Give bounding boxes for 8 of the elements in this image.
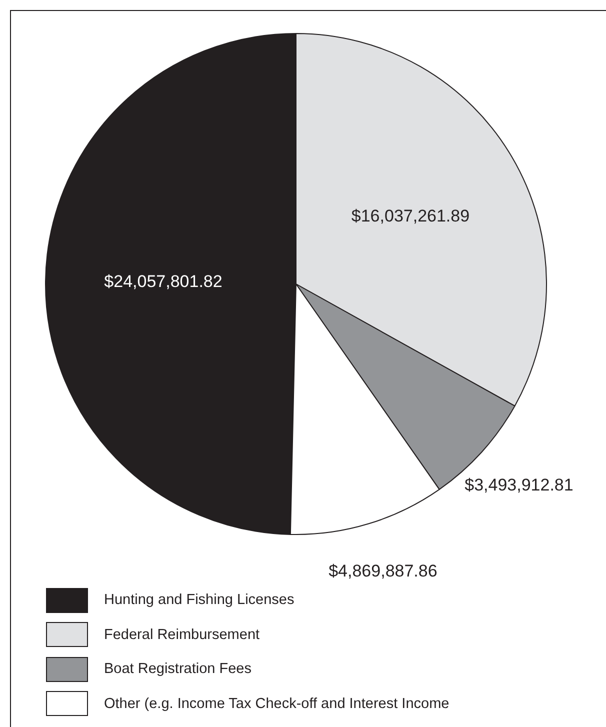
legend-label: Other (e.g. Income Tax Check-off and Interest Income: [104, 696, 450, 712]
legend-label: Boat Registration Fees: [104, 661, 252, 678]
data-label: $4,869,887.86: [328, 561, 438, 580]
legend-label: Hunting and Fishing Licenses: [104, 592, 294, 608]
data-label: $16,037,261.89: [351, 206, 470, 226]
legend-label: Federal Reimbursement: [104, 626, 260, 643]
data-label: $24,057,801.82: [104, 272, 222, 292]
data-label: $3,493,912.81: [464, 475, 574, 494]
